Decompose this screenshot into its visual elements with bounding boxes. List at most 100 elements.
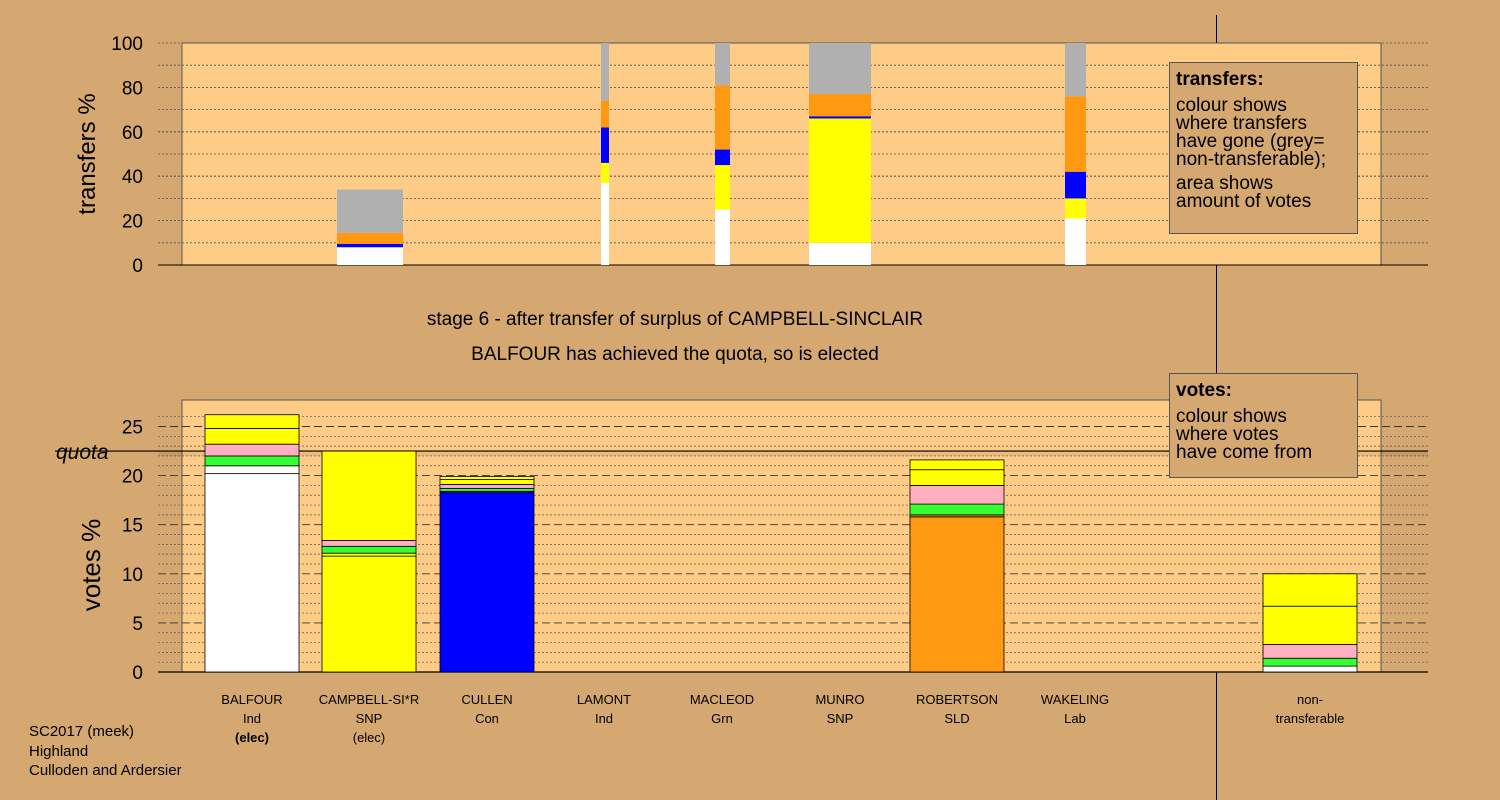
vote-bar-segment (1262, 665, 1358, 673)
vote-bar-segment (909, 503, 1005, 516)
transfer-bar-segment (715, 43, 730, 86)
candidate-party-label: Ind (243, 711, 261, 726)
top-y-axis-label: transfers % (74, 93, 101, 214)
votes-legend-line: have come from (1176, 442, 1313, 463)
footer-line: SC2017 (meek) (29, 723, 135, 740)
transfer-bar-segment (601, 162, 609, 183)
vote-bar-segment (439, 487, 535, 492)
vote-bar-segment (1262, 573, 1358, 607)
transfer-bar-segment (601, 182, 609, 265)
quota-band (158, 450, 1428, 457)
top-y-tick-label: 20 (122, 212, 143, 233)
vote-bar-segment (321, 555, 417, 673)
vote-bar-segment (439, 476, 535, 480)
vote-bar-segment (204, 465, 300, 475)
nontransferable-label: non- (1297, 692, 1323, 707)
votes-legend-title: votes: (1176, 380, 1232, 401)
transfer-bar-segment (337, 243, 403, 248)
bottom-y-tick-label: 15 (122, 516, 143, 537)
top-y-tick-label: 80 (122, 78, 143, 99)
bottom-y-tick-label: 5 (132, 614, 143, 635)
vote-bar-segment (204, 455, 300, 467)
transfer-bar-segment (1065, 198, 1086, 219)
transfers-legend-line: amount of votes (1176, 191, 1312, 212)
candidate-name-label: BALFOUR (221, 692, 282, 707)
candidate-party-label: SNP (356, 711, 383, 726)
transfers-legend-line: area shows (1176, 173, 1274, 194)
nontransferable-label: transferable (1276, 711, 1345, 726)
transfers-legend-line: non-transferable); (1176, 149, 1326, 170)
bottom-y-tick-label: 20 (122, 467, 143, 488)
vote-bar-segment (909, 485, 1005, 505)
candidate-party-label: Grn (711, 711, 733, 726)
vote-bar-segment (439, 479, 535, 485)
candidate-name-label: ROBERTSON (916, 692, 998, 707)
candidate-name-label: MUNRO (815, 692, 864, 707)
vote-bar-segment (204, 443, 300, 457)
transfer-bar-segment (1065, 43, 1086, 97)
transfer-bar-segment (601, 127, 609, 163)
votes-legend-line: where votes (1176, 424, 1279, 445)
transfer-bar-segment (1065, 218, 1086, 265)
top-y-tick-label: 40 (122, 167, 143, 188)
candidate-party-label: SNP (827, 711, 854, 726)
top-y-tick-label: 60 (122, 123, 143, 144)
candidate-party-label: Con (475, 711, 499, 726)
candidate-status-label: (elec) (353, 730, 386, 745)
transfer-bar-segment (809, 94, 871, 117)
candidate-name-label: WAKELING (1041, 692, 1109, 707)
votes-legend-line: colour shows (1176, 406, 1287, 427)
transfers-legend-line: have gone (grey= (1176, 131, 1325, 152)
vote-bar-segment (321, 545, 417, 554)
transfer-bar-segment (715, 149, 730, 166)
transfers-legend-title: transfers: (1176, 69, 1264, 90)
transfer-bar-segment (715, 85, 730, 150)
vote-bar-segment (1262, 657, 1358, 667)
vote-bar-segment (321, 540, 417, 547)
transfer-bar-segment (809, 116, 871, 119)
bottom-y-tick-label: 0 (132, 663, 143, 684)
footer-line: Highland (29, 742, 89, 760)
transfer-bar-segment (809, 118, 871, 243)
transfer-bar-segment (1065, 96, 1086, 172)
candidate-name-label: CAMPBELL-SI*R (319, 692, 419, 707)
candidate-name-label: MACLEOD (690, 692, 754, 707)
bottom-y-tick-label: 10 (122, 565, 143, 586)
transfer-bar-segment (809, 43, 871, 95)
vote-bar-segment (909, 469, 1005, 486)
candidate-party-label: SLD (944, 711, 969, 726)
transfers-legend-line: where transfers (1176, 113, 1307, 134)
vote-bar-segment (909, 459, 1005, 471)
candidate-status-label: (elec) (235, 730, 269, 745)
vote-bar-segment (204, 414, 300, 429)
footer-line: Culloden and Ardersier (29, 762, 182, 779)
vote-bar-segment (321, 552, 417, 557)
bottom-y-axis-label: votes % (76, 519, 106, 612)
transfer-bar-segment (601, 43, 609, 101)
transfer-bar-segment (601, 100, 609, 128)
transfer-bar-segment (337, 247, 403, 265)
top-y-tick-label: 100 (111, 34, 143, 55)
footer: SC2017 (meek) Highland Culloden and Arde… (29, 722, 182, 781)
transfer-bar-segment (337, 189, 403, 233)
transfer-bar-segment (809, 242, 871, 265)
candidate-party-label: Ind (595, 711, 613, 726)
vote-bar-segment (439, 492, 535, 673)
transfer-bar-segment (715, 165, 730, 210)
vote-bar-segment (1262, 644, 1358, 659)
votes-legend: votes: colour shows where votes have com… (1169, 373, 1358, 478)
transfers-legend-line: colour shows (1176, 95, 1287, 116)
candidate-party-label: Lab (1064, 711, 1086, 726)
vote-bar-segment (321, 450, 417, 541)
vote-bar-segment (204, 473, 300, 673)
vote-bar-segment (1262, 605, 1358, 645)
candidate-name-label: LAMONT (577, 692, 631, 707)
candidate-name-label: CULLEN (461, 692, 512, 707)
vote-bar-segment (439, 484, 535, 489)
quota-label: quota (56, 441, 109, 464)
vote-bar-segment (909, 516, 1005, 673)
bottom-y-tick-label: 25 (122, 418, 143, 439)
transfer-bar-segment (1065, 171, 1086, 199)
transfer-bar-segment (715, 209, 730, 265)
